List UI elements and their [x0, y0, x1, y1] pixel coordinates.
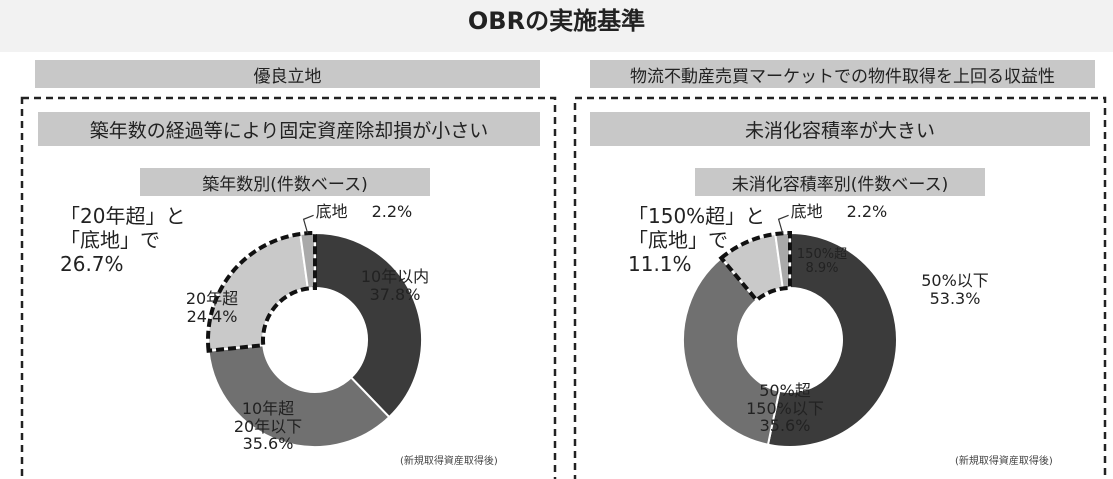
- section-subheading: 未消化容積率が大きい: [590, 112, 1090, 146]
- slice-value: 8.9%: [805, 261, 839, 277]
- slice-category: 10年超 20年以下: [233, 399, 303, 436]
- slice-value: 53.3%: [929, 288, 981, 308]
- highlight-outline: [206, 230, 317, 353]
- slice-label: 10年以内 37.8%: [345, 268, 445, 303]
- annotation: 「20年超」と: [60, 204, 186, 228]
- leader-line: [777, 214, 789, 234]
- slice-label: 50%超 150%以下 35.6%: [735, 382, 835, 435]
- donut-slice: [682, 256, 781, 446]
- slice-value: 2.2%: [846, 202, 888, 222]
- chart-title: 未消化容積率別(件数ベース): [695, 168, 985, 196]
- slice-category: 底地: [315, 202, 348, 222]
- chart-title: 築年数別(件数ベース): [140, 168, 430, 196]
- slice-category: 150%超: [796, 247, 848, 262]
- annotation: 「底地」で: [60, 228, 160, 252]
- slice-label: 20年超 24.4%: [162, 290, 262, 325]
- slice-label: 150%超 8.9%: [772, 247, 872, 277]
- leader-line: [302, 214, 314, 234]
- highlight-outline: [718, 230, 792, 303]
- annotation: 「150%超」と: [628, 204, 766, 228]
- slice-category: 10年以内: [360, 267, 430, 286]
- annotation: 26.7%: [60, 252, 124, 276]
- title-band: [0, 0, 1113, 52]
- section-frame: [20, 96, 557, 479]
- section-heading: 物流不動産売買マーケットでの物件取得を上回る収益性: [590, 60, 1095, 88]
- note: (新規取得資産取得後): [400, 456, 498, 467]
- section-subheading: 築年数の経過等により固定資産除却損が小さい: [38, 112, 540, 146]
- slice-category: 50%以下: [921, 271, 989, 290]
- note: (新規取得資産取得後): [955, 456, 1053, 467]
- slice-value: 35.6%: [242, 434, 294, 454]
- donut-slice: [207, 344, 391, 448]
- slice-value: 35.6%: [759, 416, 811, 436]
- slice-value: 24.4%: [186, 306, 238, 326]
- title: OBRの実施基準: [467, 7, 646, 35]
- donut-slice: [314, 231, 423, 419]
- slice-category: 底地: [790, 202, 823, 222]
- annotation: 11.1%: [628, 252, 692, 276]
- section-heading: 優良立地: [35, 60, 540, 88]
- slice-label: 50%以下 53.3%: [905, 272, 1005, 307]
- slice-category: 20年超: [185, 289, 239, 308]
- slice-category: 50%超 150%以下: [746, 381, 824, 418]
- annotation: 「底地」で: [628, 228, 728, 252]
- slice-value: 37.8%: [369, 284, 421, 304]
- slice-label: 10年超 20年以下 35.6%: [218, 400, 318, 453]
- donut-slice: [766, 231, 898, 448]
- section-frame: [573, 96, 1107, 479]
- slice-value: 2.2%: [371, 202, 413, 222]
